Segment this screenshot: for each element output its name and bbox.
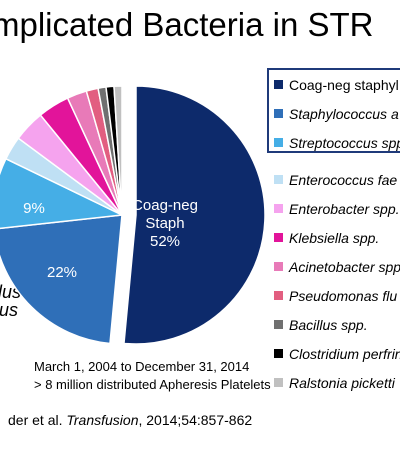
pie-slice [0,214,123,345]
legend-label: Coag-neg staphyl [289,76,399,93]
slice-data-label: 9% [23,200,45,217]
legend-item: Staphylococcus a [269,99,400,128]
legend-label: Pseudomonas flu [289,287,398,304]
legend-item: Enterobacter spp. [269,194,400,223]
legend-label: Streptococcus spp [289,134,400,151]
pie-slice [123,85,266,345]
legend-label: Klebsiella spp. [289,229,380,246]
legend-label: Clostridium perfrin [289,345,400,362]
chart-title: mplicated Bacteria in STR [0,6,374,43]
slice-data-label: 22% [47,264,77,281]
legend-swatch [274,175,283,184]
legend-item: Klebsiella spp. [269,223,400,252]
legend-swatch [274,349,283,358]
legend-highlight-box [267,68,400,153]
legend-label: Bacillus spp. [289,316,368,333]
citation-journal: Transfusion [66,412,139,428]
legend-swatch [274,233,283,242]
legend-swatch [274,291,283,300]
citation-prefix: der et al. [8,412,67,428]
legend-item: Pseudomonas flu [269,281,400,310]
slice-data-label: Coag-neg Staph 52% [132,197,198,250]
legend-label: Ralstonia picketti [289,374,395,391]
legend-label: Enterobacter spp. [289,200,400,217]
legend-label: Acinetobacter spp [289,258,400,275]
date-range: March 1, 2004 to December 31, 2014 [34,359,250,374]
legend-item: Bacillus spp. [269,310,400,339]
legend-item: Enterococcus fae [269,165,400,194]
platelets-count: > 8 million distributed Apheresis Platel… [34,377,271,392]
legend-label: Staphylococcus a [289,105,399,122]
legend-label: Enterococcus fae [289,171,398,188]
legend-swatch [274,320,283,329]
legend-item: Streptococcus spp [269,128,400,157]
legend-swatch [274,80,283,89]
legend-item: Ralstonia picketti [269,368,400,397]
legend-item: Acinetobacter spp [269,252,400,281]
citation: der et al. Transfusion, 2014;54:857-862 [8,412,252,428]
legend-swatch [274,204,283,213]
pie-slice [113,85,123,216]
legend-swatch [274,109,283,118]
legend-swatch [274,262,283,271]
legend: Coag-neg staphyl Staphylococcus a Strept… [269,70,400,397]
cropped-label-fragment: us [0,300,19,320]
legend-item: Coag-neg staphyl [269,70,400,99]
legend-item: Clostridium perfrin [269,339,400,368]
legend-swatch [274,378,283,387]
legend-swatch [274,138,283,147]
citation-suffix: , 2014;54:857-862 [138,412,253,428]
